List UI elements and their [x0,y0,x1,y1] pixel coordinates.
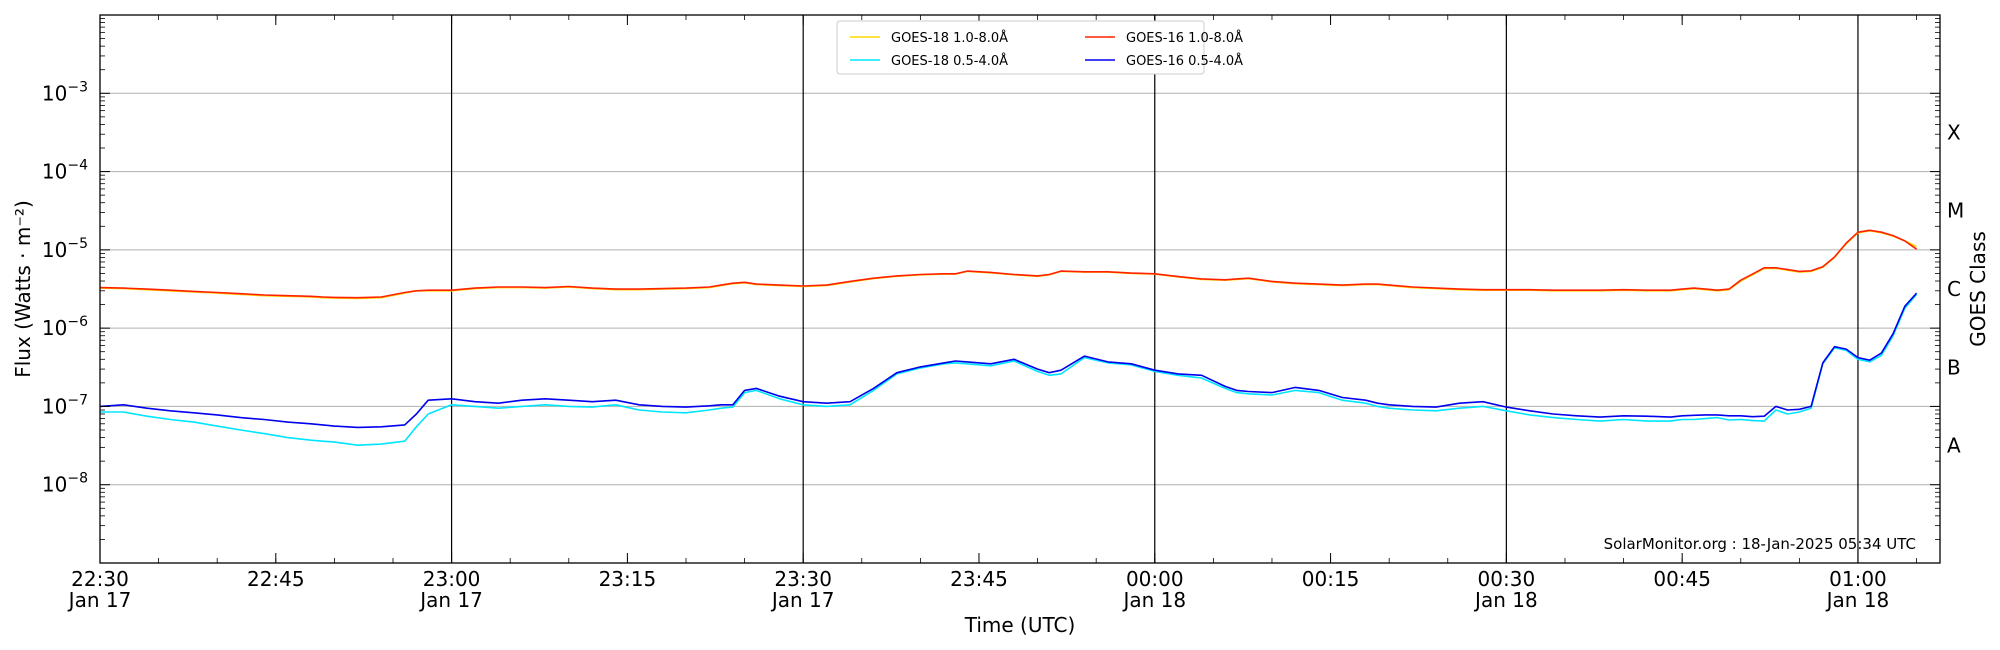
right-axis-title: GOES Class [1966,231,1990,347]
x-tick-time-label: 22:30 [71,567,129,591]
x-tick-time-label: 00:00 [1126,567,1184,591]
x-tick-time-label: 00:30 [1478,567,1536,591]
series-line [100,293,1918,447]
x-tick-time-label: 00:15 [1302,567,1360,591]
y-tick-labels: 10−8 10−7 10−6 10−5 10−4 10−3 [42,79,88,496]
x-tick-date-label: Jan 17 [418,588,483,612]
y-tick-label: 10−3 [42,79,88,105]
goes-class-label: A [1947,434,1961,458]
x-tick-date-label: Jan 17 [770,588,835,612]
legend-label: GOES-18 0.5-4.0Å [891,53,1008,69]
legend-label: GOES-16 1.0-8.0Å [1126,30,1243,46]
x-tick-time-label: 22:45 [247,567,305,591]
legend-label: GOES-18 1.0-8.0Å [891,30,1008,46]
goes-class-label: M [1947,199,1964,223]
x-tick-date-label: Jan 17 [67,588,132,612]
goes-class-label: C [1947,277,1961,301]
x-axis-title: Time (UTC) [964,613,1076,637]
x-tick-time-label: 23:45 [950,567,1008,591]
axis-ticks [99,14,1940,564]
x-tick-time-label: 23:30 [774,567,832,591]
y-tick-label: 10−8 [42,471,88,497]
x-tick-time-label: 01:00 [1829,567,1887,591]
y-axis-title: Flux (Watts · m⁻²) [11,200,35,378]
y-tick-label: 10−6 [42,314,88,340]
legend: GOES-18 1.0-8.0Å GOES-18 0.5-4.0Å GOES-16 … [836,20,1243,75]
legend-label: GOES-16 0.5-4.0Å [1126,53,1243,69]
x-tick-date-label: Jan 18 [1121,588,1186,612]
goes-class-labels: A B C M X [1947,120,1964,457]
series-lines [99,229,1918,447]
series-line [99,229,1918,299]
y-tick-label: 10−7 [42,392,88,418]
credit-text: SolarMonitor.org : 18-Jan-2025 05:34 UTC [1604,535,1916,553]
series-line [99,292,1918,429]
y-tick-label: 10−4 [42,158,88,184]
plot-frame [99,14,1941,564]
day-separator-lines [450,15,1859,563]
goes-class-label: B [1947,355,1961,379]
x-tick-time-label: 23:15 [599,567,657,591]
x-tick-time-label: 00:45 [1653,567,1711,591]
x-tick-time-label: 23:00 [423,567,481,591]
y-tick-label: 10−5 [42,236,88,262]
x-tick-date-label: Jan 18 [1473,588,1538,612]
goes-class-label: X [1947,120,1961,144]
x-tick-date-label: Jan 18 [1825,588,1890,612]
